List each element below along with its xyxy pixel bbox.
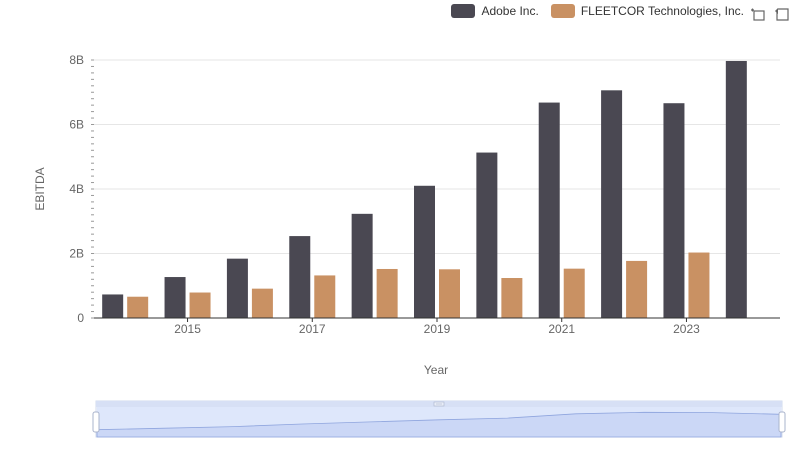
y-axis-title: EBITDA [33,167,47,210]
datazoom-handle-right[interactable] [778,411,786,433]
y-tick-label: 8B [69,53,84,67]
y-tick-label: 2B [69,247,84,261]
legend-label-adobe: Adobe Inc. [481,4,539,18]
bar-fleetcor-2020 [501,278,523,318]
zoom-reset-icon[interactable] [774,6,790,22]
legend-swatch-adobe [451,4,476,18]
bar-fleetcor-2022 [626,260,648,318]
legend-item-fleetcor[interactable]: FLEETCOR Technologies, Inc. [550,4,744,18]
bar-fleetcor-2023 [688,252,710,318]
legend-label-fleetcor: FLEETCOR Technologies, Inc. [580,4,744,18]
x-tick-label: 2017 [299,322,326,336]
legend-swatch-fleetcor [550,4,575,18]
x-tick-label: 2015 [174,322,201,336]
legend-item-adobe[interactable]: Adobe Inc. [451,4,539,18]
bar-fleetcor-2017 [314,275,336,318]
bar-adobe-2015 [164,277,186,318]
y-axis-ticks: 0 2B 4B 6B 8B [69,53,84,325]
y-tick-label: 6B [69,118,84,132]
bar-adobe-2021 [538,102,560,318]
bar-adobe-2016 [226,258,248,318]
x-axis-title: Year [424,363,448,377]
y-tick-label: 4B [69,182,84,196]
chart-toolbox [750,6,790,22]
bar-fleetcor-2014 [127,296,149,318]
bar-fleetcor-2016 [251,288,273,318]
bar-adobe-2023 [663,103,685,318]
x-tick-label: 2019 [424,322,451,336]
bar-fleetcor-2019 [439,269,460,318]
y-minor-ticks [91,59,94,319]
x-axis-ticks: 2015 2017 2019 2021 2023 [174,318,700,336]
bar-adobe-2014 [102,294,124,318]
bar-adobe-2019 [414,185,435,318]
chart-legend: Adobe Inc. FLEETCOR Technologies, Inc. [451,4,744,18]
datazoom-handle-left[interactable] [92,411,100,433]
bar-adobe-2024 [725,60,747,318]
y-tick-label: 0 [77,311,84,325]
bar-adobe-2020 [476,152,498,318]
bar-fleetcor-2021 [563,268,585,318]
bar-adobe-2017 [289,236,311,318]
x-tick-label: 2021 [548,322,575,336]
bar-series [102,60,747,318]
bar-fleetcor-2018 [376,268,398,318]
datazoom-move-grip-icon[interactable] [433,401,445,407]
bar-adobe-2022 [601,90,623,318]
x-tick-label: 2023 [673,322,700,336]
datazoom-slider[interactable] [92,400,786,438]
bar-adobe-2018 [351,213,373,318]
bar-fleetcor-2015 [189,292,211,318]
zoom-select-icon[interactable] [750,6,766,22]
